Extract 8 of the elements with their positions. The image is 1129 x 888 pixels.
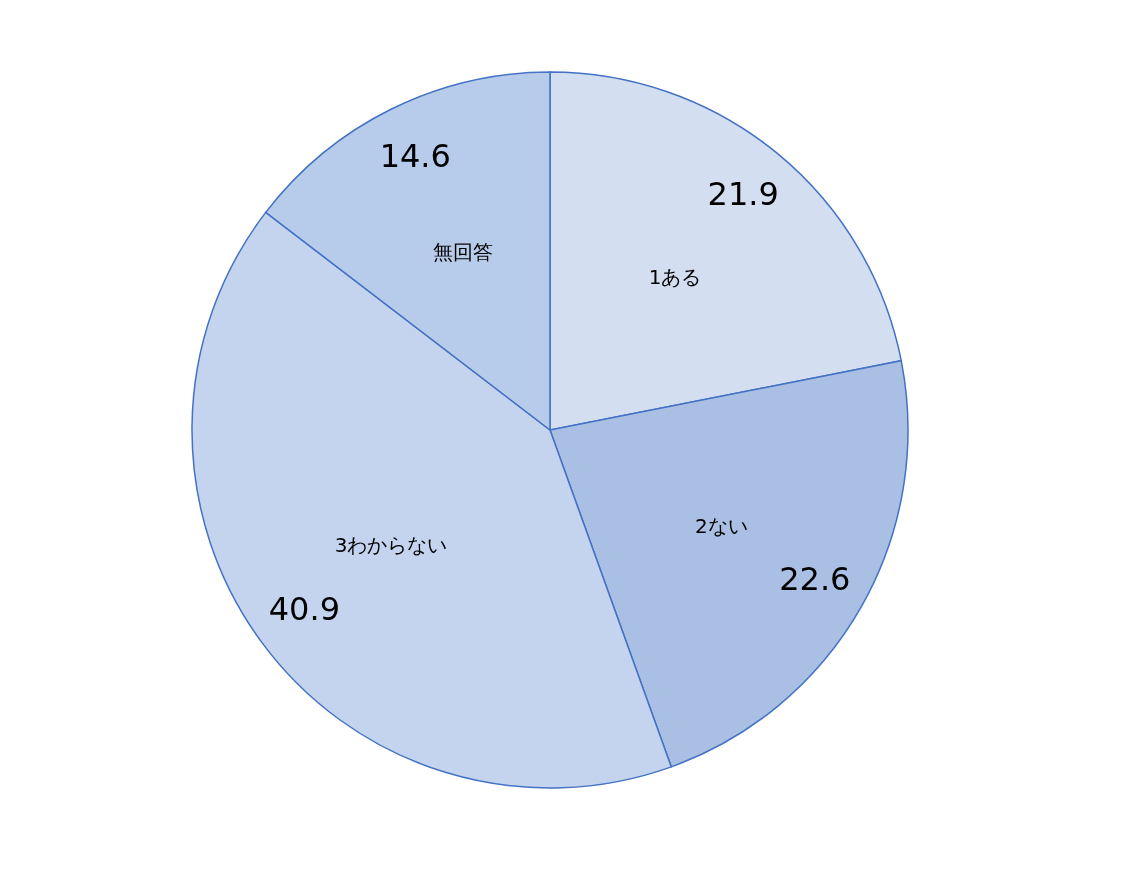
- slice-label: 1ある: [648, 264, 702, 289]
- data-label: 40.9: [268, 589, 340, 628]
- data-label: 14.6: [379, 137, 451, 176]
- slice-label: 無回答: [432, 240, 493, 265]
- data-label: 22.6: [779, 559, 851, 598]
- data-label: 21.9: [707, 174, 779, 213]
- slice-label: 2ない: [694, 514, 748, 539]
- slice-label: 3わからない: [334, 533, 448, 558]
